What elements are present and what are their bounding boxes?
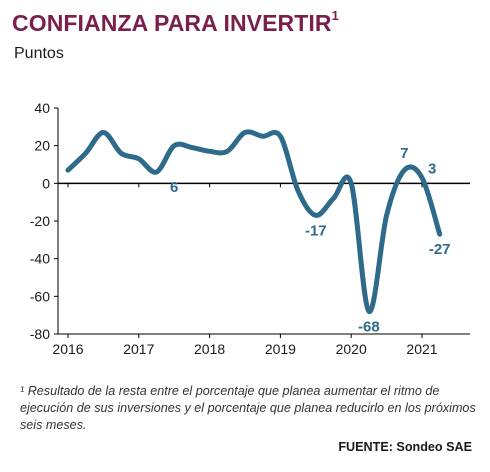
y-tick-label: 40 — [34, 100, 50, 116]
y-tick-label: -60 — [30, 288, 50, 304]
series-line — [65, 129, 443, 314]
x-tick-label: 2019 — [265, 341, 296, 357]
x-tick-label: 2020 — [336, 341, 367, 357]
chart-subtitle: Puntos — [14, 45, 64, 62]
data-label: 6 — [170, 179, 178, 196]
x-tick-label: 2021 — [406, 341, 437, 357]
data-label: -27 — [429, 241, 451, 258]
y-tick-label: 20 — [34, 138, 50, 154]
x-tick-label: 2017 — [123, 341, 154, 357]
footnote: ¹ Resultado de la resta entre el porcent… — [20, 384, 476, 432]
data-label: -68 — [358, 318, 380, 335]
chart-title: CONFIANZA PARA INVERTIR1 — [12, 8, 339, 37]
x-tick-label: 2016 — [52, 341, 83, 357]
data-label: -17 — [305, 222, 327, 239]
y-tick-label: -20 — [30, 213, 50, 229]
source-note: FUENTE: Sondeo SAE — [338, 440, 472, 454]
x-tick-label: 2018 — [194, 341, 225, 357]
title-text: CONFIANZA PARA INVERTIR — [12, 10, 332, 36]
y-tick-label: -80 — [30, 326, 50, 342]
y-tick-label: -40 — [30, 251, 50, 267]
data-label: 3 — [428, 161, 436, 178]
title-footnote-mark: 1 — [331, 8, 339, 24]
data-label: 7 — [400, 145, 408, 162]
y-tick-label: 0 — [42, 175, 50, 191]
